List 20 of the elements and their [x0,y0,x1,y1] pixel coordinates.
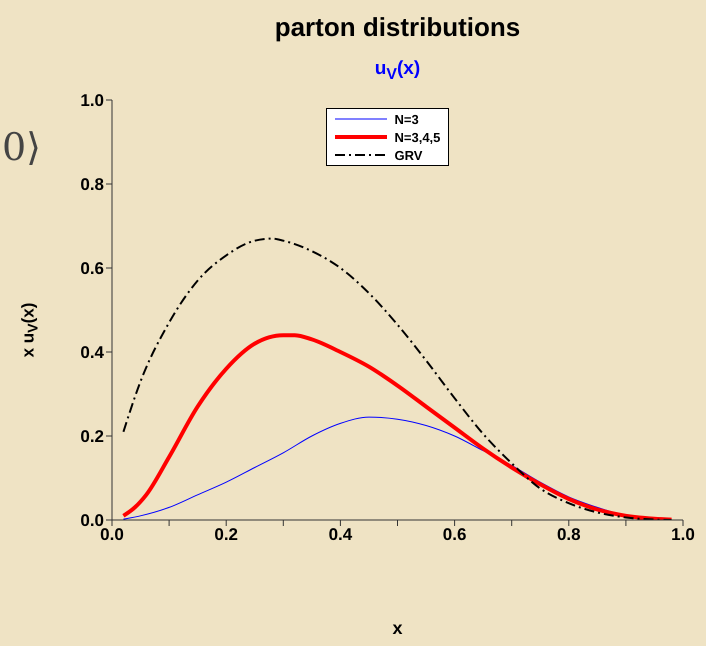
y-tick-label: 0.8 [80,175,104,194]
x-tick-label: 1.0 [671,525,695,544]
text: 0⟩ [2,125,42,169]
line-series [122,238,673,520]
legend-label: GRV [394,148,422,162]
legend-label: N=3 [394,112,419,126]
x-tick-label: 0.8 [556,525,581,544]
y-tick-label: 0.6 [80,259,104,278]
x-axis-title: x [391,618,404,639]
y-tick-label: 0.2 [80,427,104,446]
x-tick-label: 0.4 [328,525,353,544]
chart-title: parton distributions [274,12,522,43]
chart-subtitle: u$_{V}$(x) [374,58,422,84]
y-tick-label: 0.4 [80,343,105,362]
x-tick-label: 0.6 [442,525,466,544]
x-tick-label: 0.0 [100,525,124,544]
legend-label: N=3,4,5 [394,130,440,144]
y-tick-label: 1.0 [80,91,104,110]
x-tick-label: 0.2 [214,525,238,544]
line-series [121,333,674,520]
